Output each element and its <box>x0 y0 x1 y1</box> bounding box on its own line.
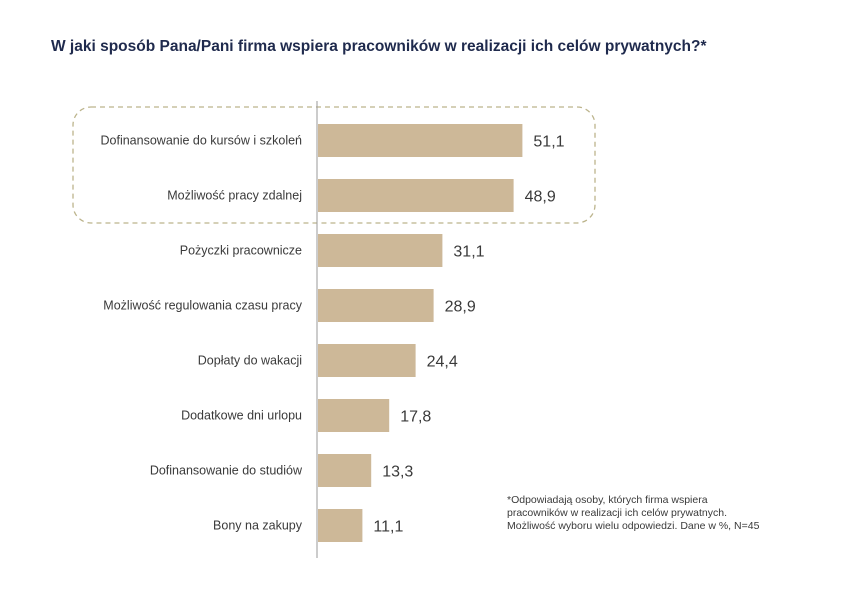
value-label: 28,9 <box>445 299 476 316</box>
value-label: 48,9 <box>525 189 556 206</box>
bar <box>318 234 443 267</box>
value-label: 13,3 <box>382 464 413 481</box>
bar <box>318 344 416 377</box>
bar <box>318 124 523 157</box>
category-label: Dodatkowe dni urlopu <box>181 409 302 423</box>
bar <box>318 179 514 212</box>
footnote-line: *Odpowiadają osoby, których firma wspier… <box>507 494 708 506</box>
bar <box>318 509 363 542</box>
value-label: 11,1 <box>373 519 403 536</box>
category-label: Możliwość regulowania czasu pracy <box>103 299 302 313</box>
value-label: 24,4 <box>427 354 458 371</box>
footnote-line: Możliwość wyboru wielu odpowiedzi. Dane … <box>507 520 760 532</box>
bar <box>318 399 390 432</box>
bar <box>318 454 372 487</box>
chart-title: W jaki sposób Pana/Pani firma wspiera pr… <box>51 38 707 55</box>
value-label: 17,8 <box>400 409 431 426</box>
category-label: Dofinansowanie do studiów <box>150 464 303 478</box>
category-label: Pożyczki pracownicze <box>180 244 302 258</box>
bar <box>318 289 434 322</box>
footnote-line: pracowników w realizacji ich celów prywa… <box>507 507 727 519</box>
category-label: Dofinansowanie do kursów i szkoleń <box>101 134 303 148</box>
highlight-box <box>72 106 596 224</box>
category-label: Możliwość pracy zdalnej <box>167 189 302 203</box>
category-label: Dopłaty do wakacji <box>198 354 302 368</box>
category-label: Bony na zakupy <box>213 519 303 533</box>
value-label: 31,1 <box>453 244 484 261</box>
value-label: 51,1 <box>533 134 564 151</box>
footnote: *Odpowiadają osoby, których firma wspier… <box>507 494 759 533</box>
